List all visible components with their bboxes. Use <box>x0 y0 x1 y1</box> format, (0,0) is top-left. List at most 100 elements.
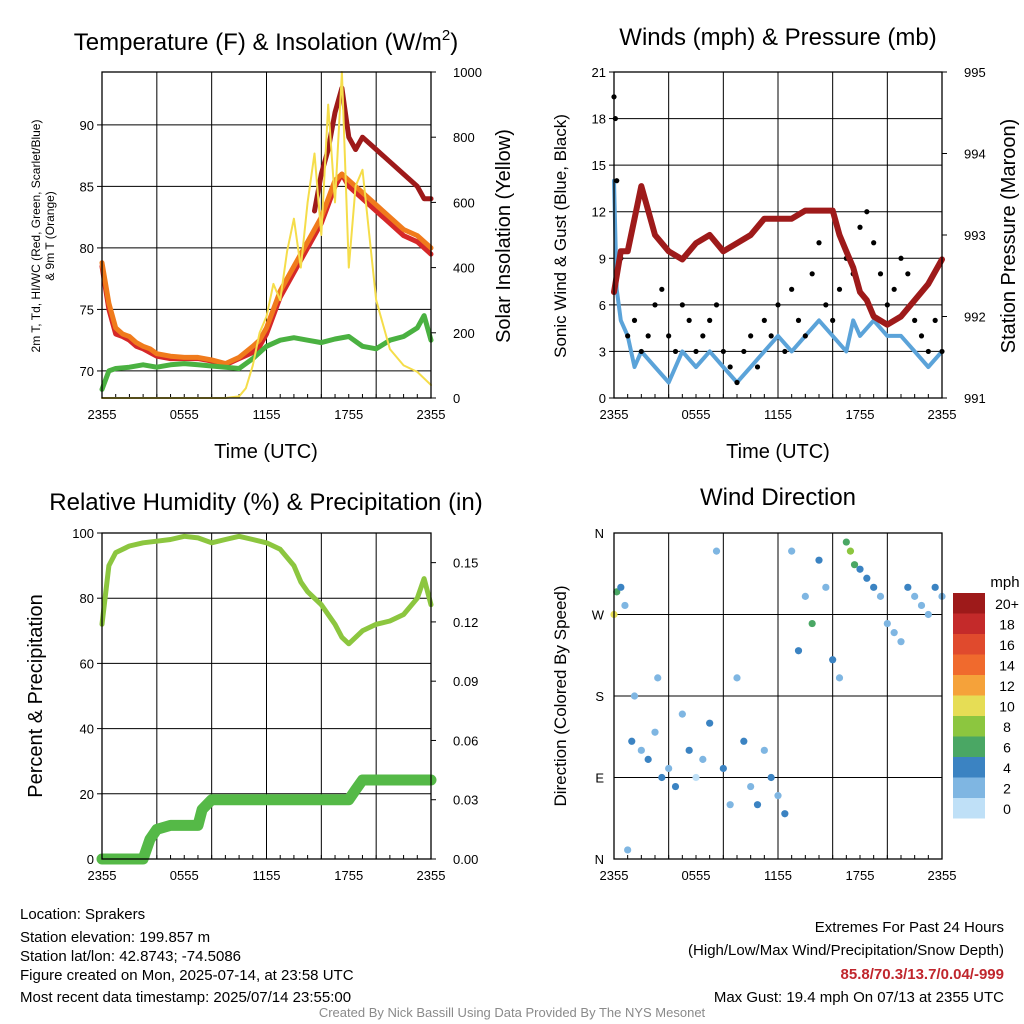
wind-direction-point <box>678 710 686 718</box>
station-location: Location: Sprakers <box>20 906 146 923</box>
winds-ylabel: Sonic Wind & Gust (Blue, Black) <box>551 114 570 358</box>
station-latlon: Station lat/lon: 42.8743; -74.5086 <box>20 948 242 965</box>
colorbar-swatch <box>953 654 985 675</box>
wind-direction-point <box>658 773 666 782</box>
wind-direction-point <box>794 647 803 655</box>
wind-direction-point <box>747 782 755 791</box>
gust-point <box>823 302 829 308</box>
wind-direction-point <box>630 692 639 700</box>
x-tick-label: 1755 <box>334 868 363 883</box>
extremes-values: 85.8/70.3/13.7/0.04/-999 <box>840 966 1004 983</box>
station-elevation: Station elevation: 199.857 m <box>20 929 211 946</box>
y-tick-label: 0 <box>599 391 606 406</box>
colorbar-label: 12 <box>999 678 1015 694</box>
gust-point <box>871 240 877 246</box>
gust-point <box>857 224 863 230</box>
wind-direction-point <box>890 629 898 637</box>
wind-direction-point <box>621 601 629 610</box>
y-tick-label: 80 <box>80 591 94 606</box>
x-tick-label: 2355 <box>928 868 957 883</box>
gust-point <box>912 317 918 323</box>
colorbar-title: mph <box>990 574 1019 591</box>
x-tick-label: 1155 <box>764 407 792 422</box>
y-right-tick-label: 0.15 <box>453 556 478 571</box>
temperature-series-line <box>99 313 434 392</box>
wind-direction-point <box>917 601 926 610</box>
colorbar-label: 6 <box>1003 740 1011 756</box>
colorbar-label: 20+ <box>995 596 1019 612</box>
x-tick-label: 0555 <box>170 868 199 883</box>
y-right-tick-label: 0.06 <box>453 733 478 748</box>
wind-direction-point <box>897 638 905 646</box>
plot-frame <box>101 532 432 860</box>
y-tick-label: 85 <box>80 179 94 194</box>
gust-point <box>877 271 884 277</box>
wind-direction-point <box>699 755 707 763</box>
x-tick-label: 1155 <box>253 868 281 883</box>
wind-direction-point <box>692 773 700 782</box>
gust-point <box>693 348 699 355</box>
insolation-ylabel: Solar Insolation (Yellow) <box>493 129 515 343</box>
y-tick-label: 3 <box>599 344 606 359</box>
gust-point <box>631 317 638 323</box>
wind-direction-point <box>671 782 680 791</box>
y-tick-label: 60 <box>80 656 94 671</box>
colorbar-label: 2 <box>1003 781 1011 797</box>
y-tick-label: E <box>595 771 604 786</box>
wind-direction-point <box>767 773 775 782</box>
y-tick-label: 12 <box>592 205 606 220</box>
wind-direction-point <box>801 592 809 600</box>
humidity-title: Relative Humidity (%) & Precipitation (i… <box>49 489 482 516</box>
gust-point <box>638 348 644 355</box>
y-tick-label: 75 <box>80 302 94 317</box>
y-right-tick-label: 0.09 <box>453 674 478 689</box>
gust-point <box>925 348 931 355</box>
gust-point <box>795 317 802 323</box>
colorbar-label: 8 <box>1003 719 1011 735</box>
gust-point <box>884 302 890 308</box>
y-tick-label: 15 <box>592 158 606 173</box>
wind-direction-point <box>829 656 837 664</box>
gust-point <box>809 271 815 277</box>
gust-point <box>816 240 822 246</box>
y-tick-label: 90 <box>80 118 94 133</box>
gust-point <box>754 364 761 370</box>
x-tick-label: 2355 <box>417 407 446 422</box>
wind-direction-point <box>842 538 850 546</box>
colorbar-swatch <box>953 798 985 819</box>
gust-point <box>748 333 754 339</box>
wind-direction-point <box>760 746 768 754</box>
y-right-tick-label: 200 <box>453 326 475 341</box>
wind-direction-ylabel: Direction (Colored By Speed) <box>551 585 570 806</box>
winds-xlabel: Time (UTC) <box>726 441 830 463</box>
wind-direction-point <box>931 583 939 591</box>
x-tick-label: 2355 <box>928 407 957 422</box>
gust-point <box>761 317 767 323</box>
temperature-panel: Temperature (F) & Insolation (W/m2) 2m T… <box>29 27 515 463</box>
wind-direction-point <box>815 556 823 564</box>
sonic-wind-line <box>612 178 944 385</box>
colorbar-label: 16 <box>999 637 1015 653</box>
colorbar-swatch <box>953 736 985 757</box>
gust-point <box>918 333 925 339</box>
pressure-line <box>611 183 945 328</box>
max-gust: Max Gust: 19.4 mph On 07/13 at 2355 UTC <box>713 989 1004 1006</box>
gust-point <box>741 348 747 355</box>
y-tick-label: 18 <box>592 112 606 127</box>
gust-point <box>659 286 665 292</box>
wind-direction-point <box>726 801 734 809</box>
y-tick-label: S <box>595 689 604 704</box>
gust-point <box>782 348 788 355</box>
y-tick-label: 0 <box>87 852 94 867</box>
x-tick-label: 2355 <box>600 868 629 883</box>
wind-direction-point <box>924 610 932 619</box>
precipitation-line <box>96 774 437 865</box>
wind-direction-title: Wind Direction <box>700 484 856 511</box>
y-right-tick-label: 600 <box>453 195 475 210</box>
colorbar-swatch <box>953 757 985 778</box>
pressure-ylabel: Station Pressure (Maroon) <box>998 119 1020 354</box>
colorbar-label: 4 <box>1003 760 1011 776</box>
temperature-ylabel-line1: 2m T, Td, HI/WC (Red, Green, Scarlet/Blu… <box>29 120 43 353</box>
x-tick-label: 1755 <box>846 407 875 422</box>
